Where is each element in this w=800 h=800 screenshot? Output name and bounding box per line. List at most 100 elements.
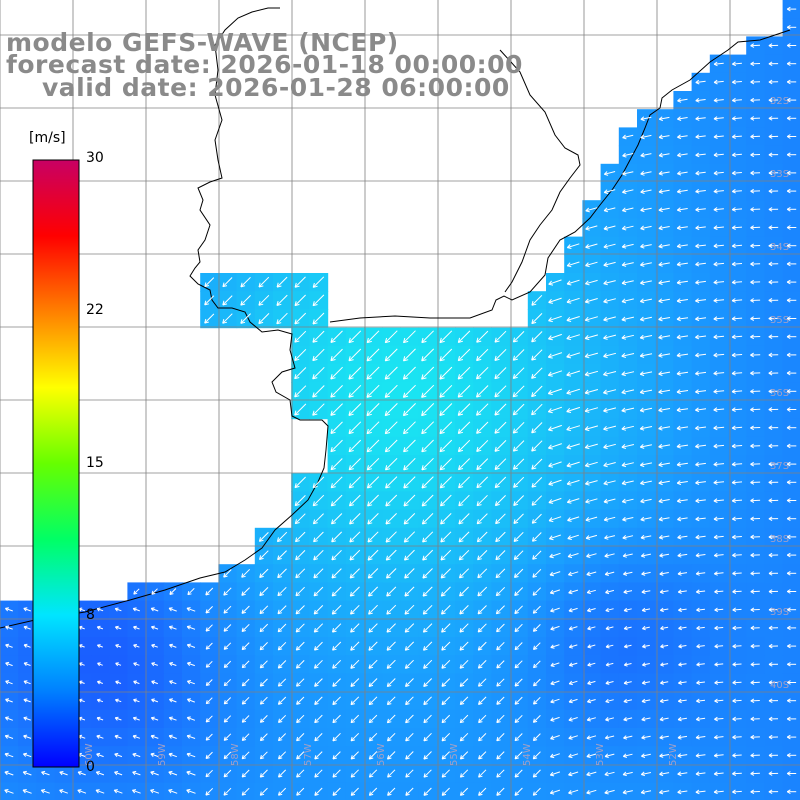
wind-arrow (366, 421, 380, 435)
wind-arrow (713, 407, 725, 413)
wind-arrow (548, 297, 562, 304)
longitude-label: 54W (522, 743, 533, 766)
wind-arrow (603, 371, 617, 377)
wind-arrow (768, 261, 779, 267)
wind-arrow (621, 425, 635, 431)
wind-arrow (768, 370, 779, 376)
wind-arrow (603, 389, 617, 395)
wind-arrow (294, 312, 307, 325)
wind-arrow (421, 384, 435, 398)
wind-arrow (603, 171, 616, 176)
wind-arrow (768, 116, 779, 121)
wind-arrow (547, 388, 563, 395)
wind-arrow (695, 425, 707, 431)
wind-arrow (695, 207, 706, 212)
wind-arrow (294, 367, 307, 380)
wind-arrow (621, 243, 634, 249)
wind-arrow (732, 152, 742, 158)
wind-arrow (640, 116, 652, 122)
wind-arrow (713, 316, 725, 322)
wind-arrow (768, 97, 779, 103)
wind-arrow (621, 407, 635, 413)
wind-arrow (713, 279, 725, 285)
wind-arrow (750, 279, 761, 285)
wind-arrow (732, 170, 742, 176)
wind-arrow (731, 389, 743, 394)
wind-arrow (786, 61, 797, 67)
wind-arrow (713, 370, 725, 376)
wind-arrow (603, 334, 617, 340)
wind-arrow (585, 279, 598, 286)
wind-arrow (713, 243, 724, 249)
wind-arrow (366, 384, 380, 398)
wind-arrow (786, 225, 797, 230)
colorbar-tick-22: 22 (86, 302, 104, 318)
wind-arrow (476, 385, 489, 398)
wind-arrow (512, 385, 525, 398)
wind-arrow (768, 61, 779, 67)
wind-arrow (658, 407, 671, 413)
wind-arrow (695, 352, 707, 358)
wind-arrow (639, 334, 653, 340)
wind-arrow (603, 225, 616, 231)
wind-arrow (531, 294, 543, 306)
coastline (0, 7, 329, 629)
wind-arrow (312, 348, 325, 362)
wind-arrow (366, 366, 380, 380)
wind-arrow (677, 152, 688, 158)
wind-arrow (621, 316, 635, 322)
wind-arrow (713, 389, 725, 394)
wind-arrow (695, 98, 706, 103)
wind-arrow (750, 407, 761, 412)
valid-date: valid date: 2026-01-28 06:00:00 (42, 73, 510, 102)
wind-arrow (786, 206, 797, 212)
wind-arrow (531, 313, 543, 325)
wind-arrow (750, 116, 761, 121)
wind-arrow (566, 243, 580, 249)
wind-arrow (294, 294, 306, 307)
wind-arrow (531, 403, 543, 416)
wind-arrow (622, 152, 634, 158)
wind-arrow (658, 316, 671, 322)
wind-arrow (222, 313, 233, 324)
wind-arrow (566, 316, 580, 322)
wind-arrow (584, 389, 599, 395)
wind-arrow (476, 421, 489, 434)
wind-arrow (732, 97, 742, 103)
wind-arrow (584, 425, 599, 432)
wind-arrow (457, 366, 471, 380)
colorbar-tick-0: 0 (86, 759, 95, 775)
wind-arrow (639, 389, 653, 395)
wind-arrow (494, 440, 507, 452)
wind-arrow (585, 243, 598, 249)
wind-arrow (713, 116, 724, 121)
wind-arrow (786, 388, 797, 394)
wind-arrow (403, 348, 416, 362)
wind-arrow (768, 134, 779, 139)
wind-arrow (640, 261, 652, 267)
wind-arrow (658, 225, 670, 231)
wind-arrow (421, 348, 435, 362)
wind-arrow (457, 421, 471, 434)
longitude-label: 55W (449, 743, 460, 766)
wind-arrow (750, 207, 761, 212)
wind-arrow (584, 352, 599, 359)
wind-arrow (713, 170, 724, 176)
wind-arrow (566, 334, 580, 341)
wind-arrow (348, 348, 362, 362)
wind-arrow (750, 425, 761, 431)
lagoon-outline (499, 49, 581, 293)
wind-arrow (566, 443, 580, 450)
wind-arrow (731, 407, 743, 412)
wind-arrow (476, 366, 489, 380)
wind-arrow (512, 367, 525, 379)
wind-arrow (786, 243, 797, 249)
wind-arrow (677, 134, 688, 140)
wind-arrow (731, 243, 743, 249)
wind-arrow (732, 79, 742, 85)
wind-arrow (366, 439, 380, 453)
longitude-label: 52W (668, 743, 679, 766)
wind-arrow (204, 295, 215, 306)
wind-arrow (494, 385, 507, 398)
wind-arrow (439, 330, 453, 344)
